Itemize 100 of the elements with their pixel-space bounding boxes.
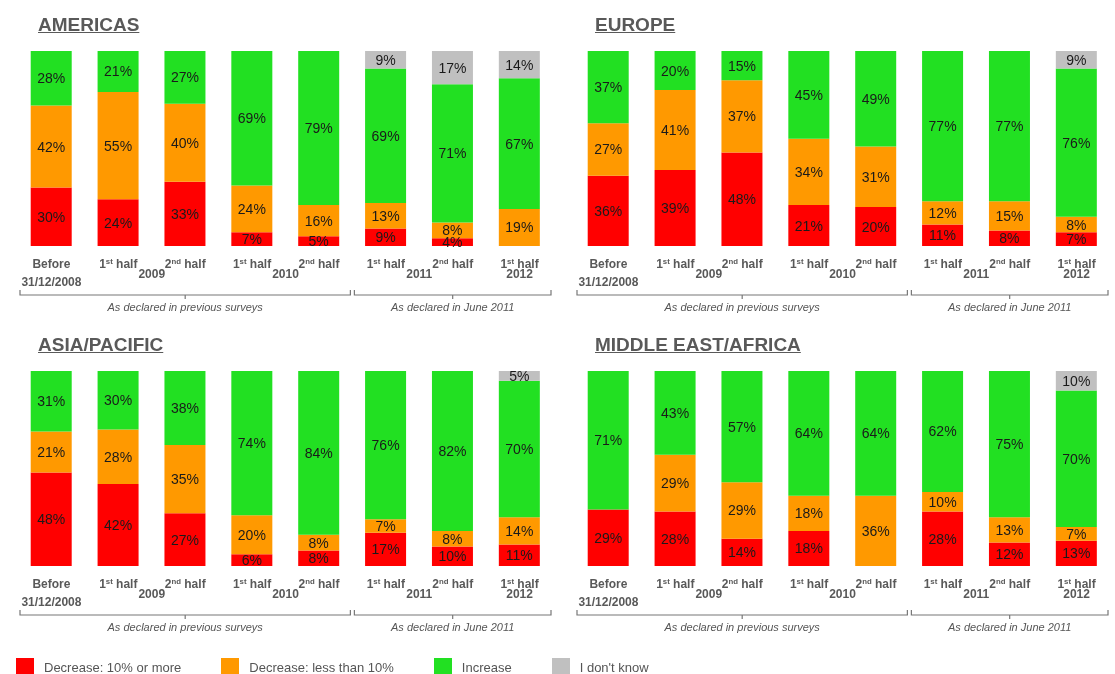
data-label: 57% bbox=[727, 418, 756, 435]
bar bbox=[1055, 68, 1097, 217]
text: 2009 bbox=[695, 267, 723, 281]
data-label: 8% bbox=[1066, 216, 1087, 233]
text: 2010 bbox=[829, 267, 857, 281]
legend-label: Decrease: 10% or more bbox=[44, 659, 182, 674]
data-label: 21% bbox=[104, 63, 133, 80]
data-label: 27% bbox=[170, 531, 199, 548]
bar bbox=[30, 431, 72, 473]
text: 2010 bbox=[272, 587, 300, 601]
text: 2011 bbox=[406, 267, 433, 281]
text: 2009 bbox=[138, 587, 166, 601]
data-label: 11% bbox=[505, 547, 533, 564]
data-label: 74% bbox=[237, 435, 266, 452]
bar bbox=[587, 175, 629, 246]
legend-label: Increase bbox=[461, 659, 512, 674]
data-label: 14% bbox=[727, 544, 756, 561]
bar bbox=[788, 205, 830, 246]
text: 2010 bbox=[272, 267, 300, 281]
bar bbox=[298, 371, 340, 535]
bar bbox=[365, 68, 407, 204]
bar bbox=[654, 511, 696, 566]
bar bbox=[721, 371, 763, 483]
chart-title: AMERICAS bbox=[38, 14, 140, 36]
data-label: 10% bbox=[928, 493, 957, 510]
data-label: 19% bbox=[505, 219, 534, 236]
x-tick-label: 1$^{st}$ half bbox=[366, 256, 406, 271]
legend-label: I don't know bbox=[579, 659, 649, 674]
x-tick-label: 1$^{st}$ half bbox=[232, 576, 273, 591]
data-label: 49% bbox=[861, 90, 890, 107]
bar bbox=[30, 51, 72, 106]
x-tick-label: 1$^{st}$ half bbox=[789, 576, 830, 591]
bar bbox=[164, 181, 206, 246]
data-label: 71% bbox=[594, 432, 623, 449]
bar bbox=[498, 78, 540, 209]
data-label: 42% bbox=[104, 517, 133, 534]
data-label: 16% bbox=[304, 212, 333, 229]
legend-label: Decrease: less than 10% bbox=[249, 659, 394, 674]
data-label: 11% bbox=[929, 227, 957, 244]
text: 2010 bbox=[829, 587, 857, 601]
data-label: 28% bbox=[928, 530, 957, 547]
data-label: 39% bbox=[661, 199, 690, 216]
text: 2011 bbox=[406, 587, 433, 601]
x-tick-label: 2$^{nd}$ half bbox=[164, 256, 207, 271]
bar bbox=[654, 169, 696, 246]
data-label: 77% bbox=[928, 118, 957, 135]
data-label: 20% bbox=[861, 218, 890, 235]
x-tick-label: 2$^{nd}$ half bbox=[298, 576, 341, 591]
bar bbox=[922, 51, 964, 202]
text: As declared in June 2011 bbox=[390, 301, 515, 313]
x-tick-label: 1$^{st}$ half bbox=[656, 256, 696, 271]
data-label: 77% bbox=[995, 118, 1024, 135]
data-label: 55% bbox=[104, 137, 133, 154]
data-label: 84% bbox=[304, 444, 333, 461]
data-label: 12% bbox=[928, 204, 957, 221]
data-label: 9% bbox=[375, 229, 396, 246]
bar bbox=[855, 51, 897, 147]
x-tick-label: 1$^{st}$ half bbox=[366, 576, 406, 591]
data-label: 62% bbox=[928, 423, 957, 440]
data-label: 13% bbox=[371, 207, 400, 224]
data-label: 37% bbox=[594, 79, 623, 96]
bar bbox=[654, 371, 696, 455]
data-label: 71% bbox=[438, 145, 467, 162]
text: 2011 bbox=[963, 587, 990, 601]
x-tick-label: Before 31/12/2008 bbox=[578, 257, 639, 289]
data-label: 5% bbox=[308, 233, 329, 250]
bar bbox=[431, 84, 473, 223]
data-label: 29% bbox=[594, 529, 623, 546]
x-tick-label: 1$^{st}$ half bbox=[656, 576, 696, 591]
data-label: 67% bbox=[505, 135, 534, 152]
bar bbox=[654, 454, 696, 512]
bar bbox=[587, 123, 629, 176]
data-label: 37% bbox=[727, 108, 756, 125]
chart-title: EUROPE bbox=[595, 14, 676, 36]
data-label: 5% bbox=[509, 367, 530, 384]
data-label: 15% bbox=[995, 207, 1024, 224]
x-tick-label: 2$^{nd}$ half bbox=[989, 576, 1032, 591]
bar bbox=[855, 371, 897, 496]
data-label: 27% bbox=[594, 141, 623, 158]
bar bbox=[97, 199, 139, 246]
bar bbox=[988, 371, 1030, 518]
chart-title: MIDDLE EAST/AFRICA bbox=[595, 334, 801, 356]
data-label: 13% bbox=[995, 521, 1024, 538]
bar bbox=[788, 51, 830, 139]
bar bbox=[164, 371, 206, 446]
data-label: 17% bbox=[438, 59, 467, 76]
bar bbox=[164, 513, 206, 566]
data-label: 42% bbox=[37, 138, 66, 155]
x-tick-label: Before 31/12/2008 bbox=[578, 577, 639, 609]
data-label: 10% bbox=[438, 548, 467, 565]
data-label: 20% bbox=[661, 62, 690, 79]
text: As declared in June 2011 bbox=[947, 621, 1072, 633]
data-label: 31% bbox=[37, 393, 66, 410]
x-tick-label: 1$^{st}$ half bbox=[232, 256, 273, 271]
bar bbox=[231, 185, 273, 233]
data-label: 8% bbox=[308, 550, 329, 567]
data-label: 41% bbox=[661, 121, 690, 138]
text: 2009 bbox=[695, 587, 723, 601]
data-label: 21% bbox=[794, 217, 823, 234]
bar bbox=[922, 371, 964, 492]
